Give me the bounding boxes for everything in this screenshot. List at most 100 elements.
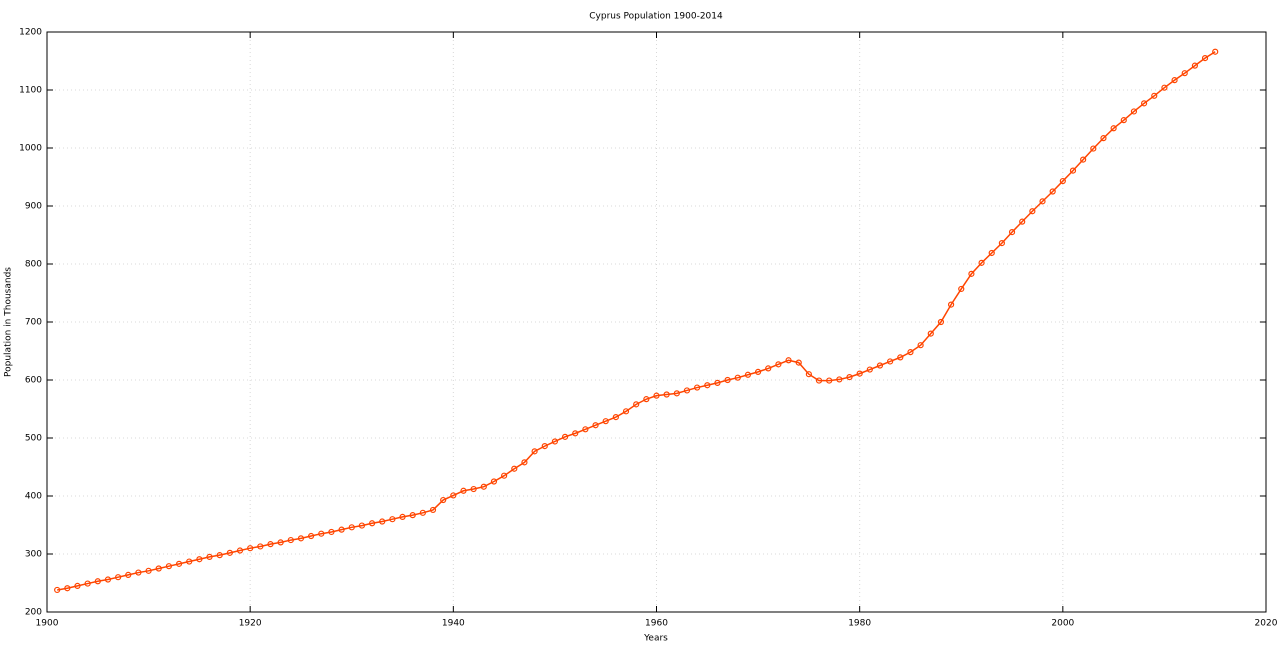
point (1140, 100, 1148, 107)
x-axis-label: Years (643, 634, 668, 644)
x-tick-label: 2000 (1051, 619, 1074, 629)
point (490, 478, 498, 485)
point (531, 448, 538, 455)
chart-title: Cyprus Population 1900-2014 (589, 12, 723, 22)
point (907, 349, 914, 356)
point (815, 377, 823, 384)
point (744, 371, 752, 378)
y-tick-label: 900 (25, 202, 42, 212)
point (1171, 77, 1178, 84)
point (1069, 167, 1077, 174)
point (897, 354, 904, 361)
point (399, 513, 406, 520)
point (917, 342, 924, 349)
y-axis-label: Population in Thousands (4, 267, 14, 377)
point (1059, 177, 1066, 185)
point (460, 487, 467, 494)
point (937, 318, 945, 326)
point (561, 433, 569, 440)
point (1161, 84, 1168, 91)
point (501, 472, 508, 479)
point (368, 520, 376, 527)
point (754, 368, 762, 375)
point (84, 580, 91, 587)
point (1100, 135, 1107, 142)
y-tick-label: 300 (25, 550, 42, 560)
point (795, 359, 802, 366)
point (226, 549, 233, 556)
point (653, 392, 660, 399)
point (54, 586, 61, 594)
point (1120, 117, 1127, 124)
point (887, 358, 894, 365)
x-tick-label: 1920 (239, 619, 262, 629)
point (704, 382, 711, 389)
x-tick-label: 1940 (442, 619, 465, 629)
point (145, 567, 152, 574)
point (125, 571, 132, 578)
point (866, 366, 873, 373)
point (592, 422, 599, 429)
y-tick-label: 600 (25, 376, 42, 386)
point (358, 522, 366, 529)
y-tick-label: 1000 (19, 144, 42, 154)
point (165, 563, 172, 570)
x-tick-label: 2020 (1255, 619, 1278, 629)
point (135, 569, 142, 576)
point (389, 516, 396, 523)
point (1049, 188, 1056, 195)
line (57, 51, 1216, 591)
point (104, 576, 112, 583)
point (186, 558, 193, 565)
point (927, 330, 934, 337)
point (115, 574, 122, 581)
point (1080, 156, 1087, 163)
point (287, 536, 294, 544)
point (541, 443, 548, 450)
point (64, 585, 71, 592)
point (1151, 92, 1158, 99)
x-tick-label: 1960 (645, 619, 668, 629)
point (328, 528, 335, 536)
point (308, 532, 315, 540)
point (450, 492, 457, 499)
point (734, 374, 741, 381)
point (1201, 54, 1209, 62)
point (551, 438, 559, 445)
point (876, 362, 884, 369)
y-tick-label: 200 (25, 608, 42, 618)
point (968, 270, 975, 277)
point (175, 560, 183, 567)
point (775, 361, 782, 368)
point (805, 371, 812, 378)
point (724, 376, 731, 384)
point (978, 259, 985, 266)
point (846, 374, 853, 381)
point (1212, 48, 1219, 55)
point (216, 552, 223, 559)
point (511, 465, 518, 472)
point (643, 396, 650, 403)
plot-frame (46, 31, 1267, 613)
x-tick-label: 1980 (848, 619, 871, 629)
point (673, 390, 680, 397)
point (257, 543, 264, 550)
point (379, 518, 386, 525)
point (470, 485, 477, 493)
point (297, 535, 305, 542)
point (633, 401, 640, 408)
point (440, 496, 447, 504)
point (622, 408, 630, 415)
point (1181, 70, 1188, 77)
point (582, 426, 589, 433)
point (683, 387, 691, 394)
point (694, 384, 701, 391)
point (429, 506, 437, 514)
point (1039, 198, 1046, 205)
point (236, 547, 244, 554)
point (521, 459, 528, 466)
point (988, 249, 995, 257)
point (155, 565, 162, 572)
point (947, 301, 955, 308)
